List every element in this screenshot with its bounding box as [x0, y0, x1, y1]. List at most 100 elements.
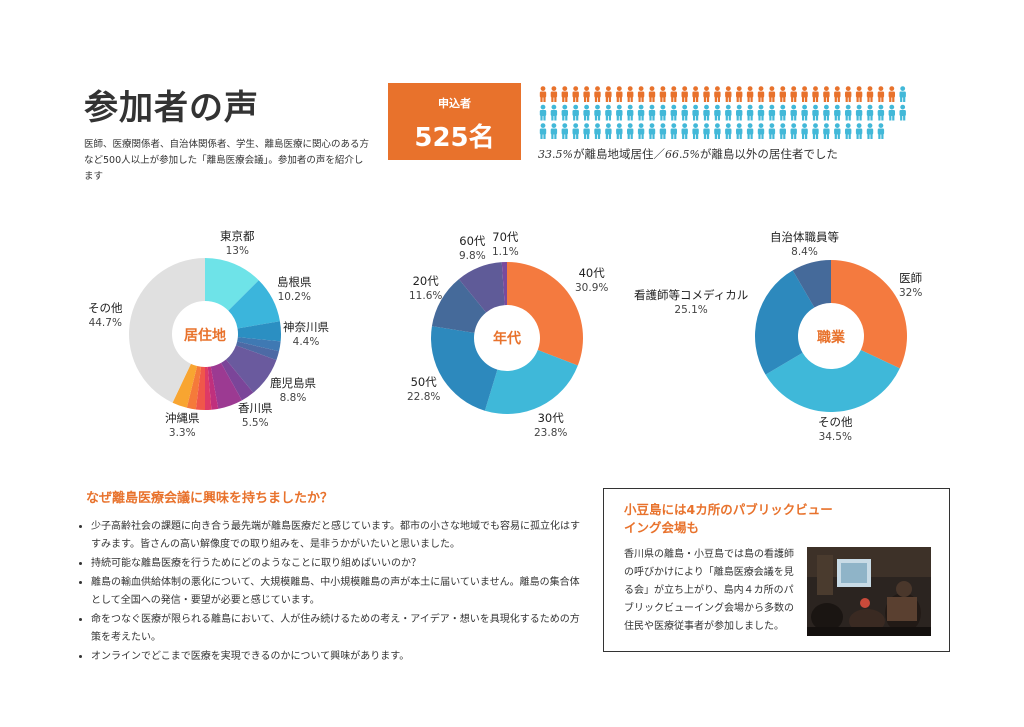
person-icon	[550, 123, 558, 139]
label-shimane: 島根県 10.2%	[277, 275, 312, 303]
person-icon	[845, 123, 852, 139]
donut-slice	[501, 262, 507, 306]
person-icon	[703, 86, 710, 102]
donut-slice	[765, 350, 900, 412]
donut-slice	[237, 321, 281, 342]
person-icon	[812, 86, 819, 102]
person-icon	[866, 86, 874, 102]
person-icon	[779, 86, 786, 102]
person-icon	[637, 104, 645, 121]
person-icon	[561, 86, 568, 102]
person-icon	[594, 86, 601, 102]
person-icon	[855, 104, 863, 121]
person-icon	[637, 123, 645, 139]
viewing-photo	[807, 547, 931, 636]
person-icon	[659, 86, 667, 102]
box-text: 香川県の離島・小豆島では島の看護師の呼びかけにより「離島医療会議を見る会」が立ち…	[624, 549, 794, 632]
label-kagawa: 香川県 5.5%	[238, 401, 273, 429]
person-icon	[725, 123, 732, 139]
person-icon	[714, 86, 721, 102]
age-center-label: 年代	[493, 331, 521, 347]
box-title: 小豆島には4カ所のパブリックビューイング会場も	[624, 502, 833, 535]
label-kagoshima: 鹿児島県 8.8%	[270, 376, 316, 404]
donut-slice	[831, 260, 907, 369]
age-donut	[431, 262, 583, 414]
label-30s: 30代 23.8%	[534, 411, 568, 439]
applicants-badge: 申込者 525名	[388, 83, 521, 160]
answer-item: オンラインでどこまで医療を実現できるのかについて興味があります。	[91, 648, 589, 666]
person-icon	[550, 86, 558, 102]
occupation-center-label: 職業	[817, 330, 845, 346]
person-icon	[757, 123, 765, 139]
donut-slice	[228, 280, 280, 329]
person-icon	[659, 104, 667, 121]
answer-item: 持続可能な離島医療を行うためにどのようなことに取り組めばいいのか？	[91, 555, 589, 573]
person-icon	[627, 104, 634, 121]
person-icon	[823, 86, 830, 102]
donut-slice	[205, 258, 259, 311]
person-icon	[714, 123, 721, 139]
person-icon	[583, 104, 590, 121]
occupation-donut	[755, 260, 907, 412]
answer-item: 命をつなぐ医療が限られる離島において、人が住み続けるための考え・アイデア・想いを…	[91, 611, 589, 647]
person-icon	[692, 104, 699, 121]
person-icon	[539, 104, 547, 121]
label-tokyo: 東京都 13%	[220, 229, 255, 257]
person-icon	[725, 86, 732, 102]
applicants-label: 申込者	[438, 97, 471, 110]
person-icon	[877, 123, 885, 139]
person-icon	[681, 86, 688, 102]
donut-slice	[221, 359, 254, 401]
person-icon	[616, 86, 623, 102]
person-icon	[539, 123, 547, 139]
caption-mid: が離島地域居住／	[572, 147, 665, 161]
person-icon	[703, 123, 710, 139]
person-icon	[757, 104, 765, 121]
intro-text: 医師、医療関係者、自治体関係者、学生、離島医療に関心のある方など500人以上が参…	[84, 139, 370, 182]
donut-slice	[172, 363, 198, 408]
person-icon	[801, 104, 808, 121]
residence-donut	[128, 258, 281, 410]
person-icon	[877, 104, 885, 121]
label-other-occupation: その他 34.5%	[818, 415, 853, 443]
person-icon	[790, 123, 797, 139]
answer-list: 少子高齢社会の課題に向き合う最先端が離島医療だと感じています。都市の小さな地域で…	[76, 518, 589, 667]
donut-slice	[210, 362, 242, 409]
residence-center-label: 居住地	[184, 328, 226, 344]
person-icon	[845, 104, 852, 121]
person-icon	[605, 104, 612, 121]
person-icon	[692, 123, 699, 139]
donut-slice	[225, 345, 277, 393]
label-doctor: 医師 32%	[899, 271, 923, 299]
person-icon	[888, 86, 895, 102]
person-icon	[746, 123, 754, 139]
person-icon	[834, 123, 841, 139]
caption-pct-1: 33.5%	[538, 148, 573, 161]
person-icon	[834, 86, 841, 102]
person-icon	[670, 104, 677, 121]
person-icon	[616, 123, 623, 139]
person-icon	[790, 104, 797, 121]
person-icon	[681, 104, 688, 121]
person-icon	[790, 86, 797, 102]
person-icon	[736, 123, 743, 139]
person-icon	[539, 86, 547, 102]
label-other-residence: その他 44.7%	[88, 301, 123, 329]
person-icon	[801, 86, 808, 102]
person-icon	[605, 86, 612, 102]
donut-slice	[792, 260, 831, 308]
person-icon	[823, 104, 830, 121]
person-icon	[703, 104, 710, 121]
donut-slice	[431, 326, 498, 411]
donut-slice	[507, 262, 583, 366]
donut-slice	[484, 349, 578, 414]
label-50s: 50代 22.8%	[407, 375, 441, 403]
person-icon	[779, 123, 786, 139]
person-icon	[801, 123, 808, 139]
person-icon	[823, 123, 830, 139]
person-icon	[736, 86, 743, 102]
answer-item: 離島の輸血供給体制の悪化について、大規模離島、中小規模離島の声が本土に届いていま…	[91, 574, 589, 610]
person-icon	[692, 86, 699, 102]
caption-pct-2: 66.5%	[664, 148, 700, 161]
label-municipal: 自治体職員等 8.4%	[770, 230, 839, 258]
